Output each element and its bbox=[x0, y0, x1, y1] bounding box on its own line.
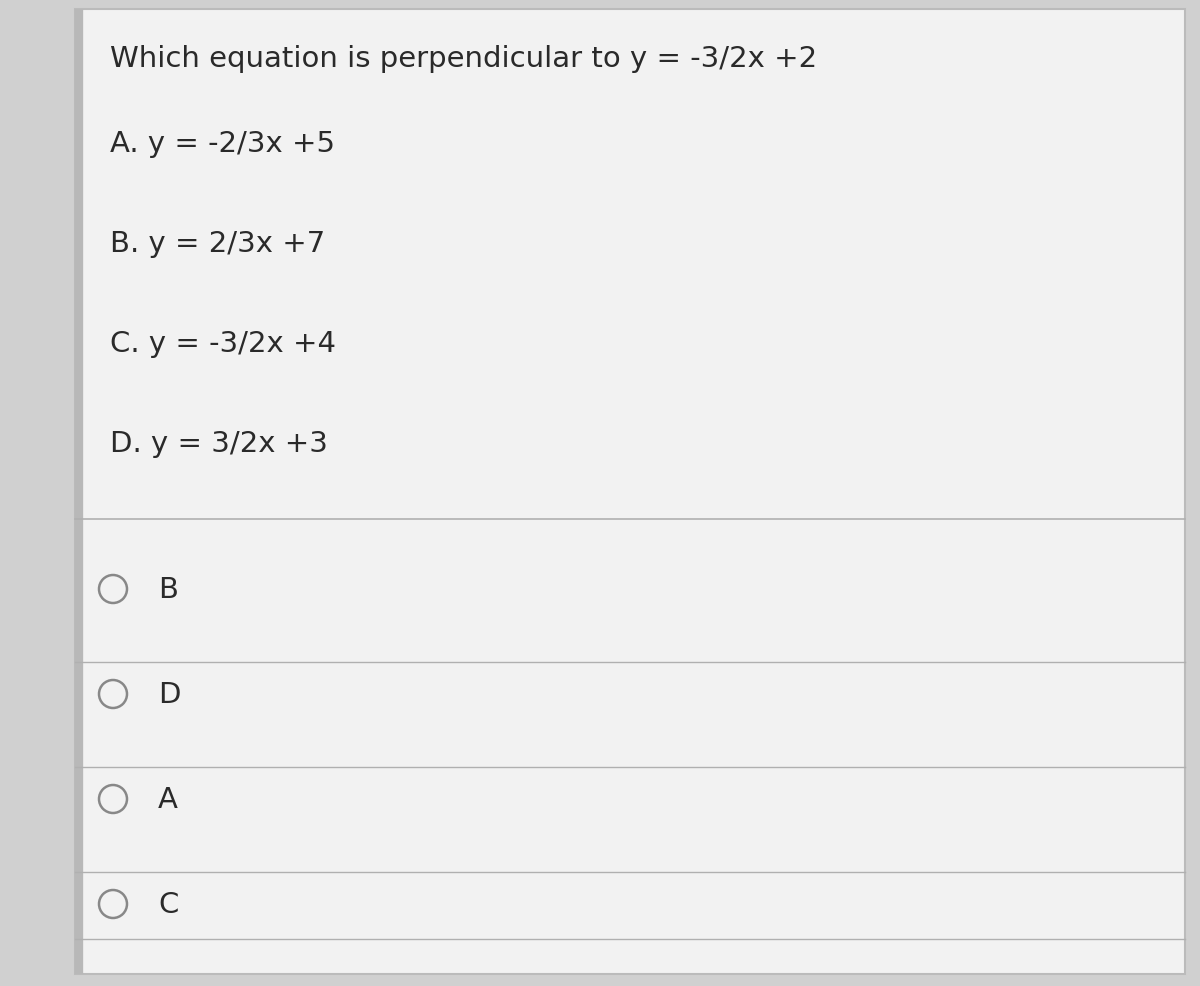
Circle shape bbox=[98, 576, 127, 603]
Text: D. y = 3/2x +3: D. y = 3/2x +3 bbox=[110, 430, 328, 458]
Text: B: B bbox=[158, 576, 178, 603]
FancyBboxPatch shape bbox=[74, 10, 1186, 974]
Circle shape bbox=[98, 890, 127, 918]
Text: B. y = 2/3x +7: B. y = 2/3x +7 bbox=[110, 230, 325, 257]
Text: A: A bbox=[158, 785, 178, 813]
Text: D: D bbox=[158, 680, 180, 708]
Text: Which equation is perpendicular to y = -3/2x +2: Which equation is perpendicular to y = -… bbox=[110, 45, 817, 73]
Circle shape bbox=[98, 680, 127, 708]
Text: C: C bbox=[158, 890, 179, 918]
Circle shape bbox=[98, 785, 127, 813]
Text: C. y = -3/2x +4: C. y = -3/2x +4 bbox=[110, 329, 336, 358]
Text: A. y = -2/3x +5: A. y = -2/3x +5 bbox=[110, 130, 335, 158]
